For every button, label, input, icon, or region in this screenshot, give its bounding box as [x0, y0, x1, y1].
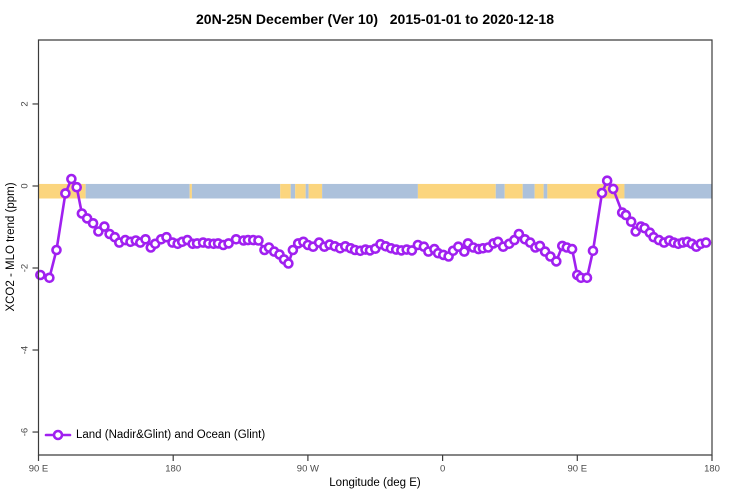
land-band-segment — [417, 183, 496, 199]
data-point — [283, 258, 294, 269]
data-point — [140, 234, 151, 245]
data-point — [99, 221, 110, 232]
x-axis-label: Longitude (deg E) — [329, 477, 421, 489]
land-band-segment — [534, 183, 544, 199]
data-point — [566, 243, 578, 255]
ocean-band-segment — [322, 183, 418, 199]
data-point — [287, 244, 299, 256]
x-tick-label: 90 E — [29, 464, 49, 475]
y-tick-label: -4 — [20, 346, 31, 354]
data-point — [71, 181, 82, 193]
data-point — [35, 269, 46, 281]
x-tick-label: 90 E — [568, 464, 588, 475]
ocean-band-segment — [290, 183, 296, 199]
data-point — [601, 175, 613, 186]
data-point — [51, 244, 62, 256]
y-tick-label: -6 — [20, 428, 31, 436]
land-band-segment — [189, 183, 192, 199]
data-point — [458, 246, 470, 257]
data-point — [223, 238, 234, 249]
data-point — [607, 183, 619, 195]
data-point — [66, 173, 77, 185]
ocean-band-segment — [305, 183, 309, 199]
data-point — [60, 188, 71, 199]
data-point — [625, 216, 637, 227]
ocean-band-segment — [522, 183, 535, 199]
x-tick-label: 180 — [165, 464, 181, 475]
ocean-band-segment — [191, 183, 281, 199]
ocean-band-segment — [85, 183, 190, 199]
land-band-segment — [308, 183, 323, 199]
x-tick-label: 90 W — [297, 464, 319, 475]
legend-marker-circle — [52, 429, 64, 441]
data-point — [253, 235, 264, 246]
data-point — [596, 187, 608, 199]
data-point — [44, 272, 55, 284]
ocean-band-segment — [624, 183, 712, 199]
y-tick-label: 0 — [20, 183, 31, 188]
land-band-segment — [295, 183, 306, 199]
x-tick-label: 180 — [704, 464, 720, 475]
chart-title: 20N-25N December (Ver 10) 2015-01-01 to … — [196, 11, 554, 27]
y-tick-label: 2 — [19, 101, 30, 106]
data-point — [587, 245, 599, 257]
data-point — [620, 209, 632, 221]
y-axis-label: XCO2 - MLO trend (ppm) — [5, 182, 17, 312]
data-point — [550, 256, 562, 267]
ocean-band-segment — [543, 183, 548, 199]
data-point — [581, 272, 593, 284]
x-tick-label: 0 — [440, 464, 445, 475]
ocean-band-segment — [495, 183, 505, 199]
legend-label: Land (Nadir&Glint) and Ocean (Glint) — [76, 429, 266, 441]
land-band-segment — [280, 183, 291, 199]
data-point — [700, 237, 712, 248]
land-band-segment — [504, 183, 523, 199]
y-tick-label: -2 — [20, 264, 31, 272]
data-point — [87, 218, 99, 229]
